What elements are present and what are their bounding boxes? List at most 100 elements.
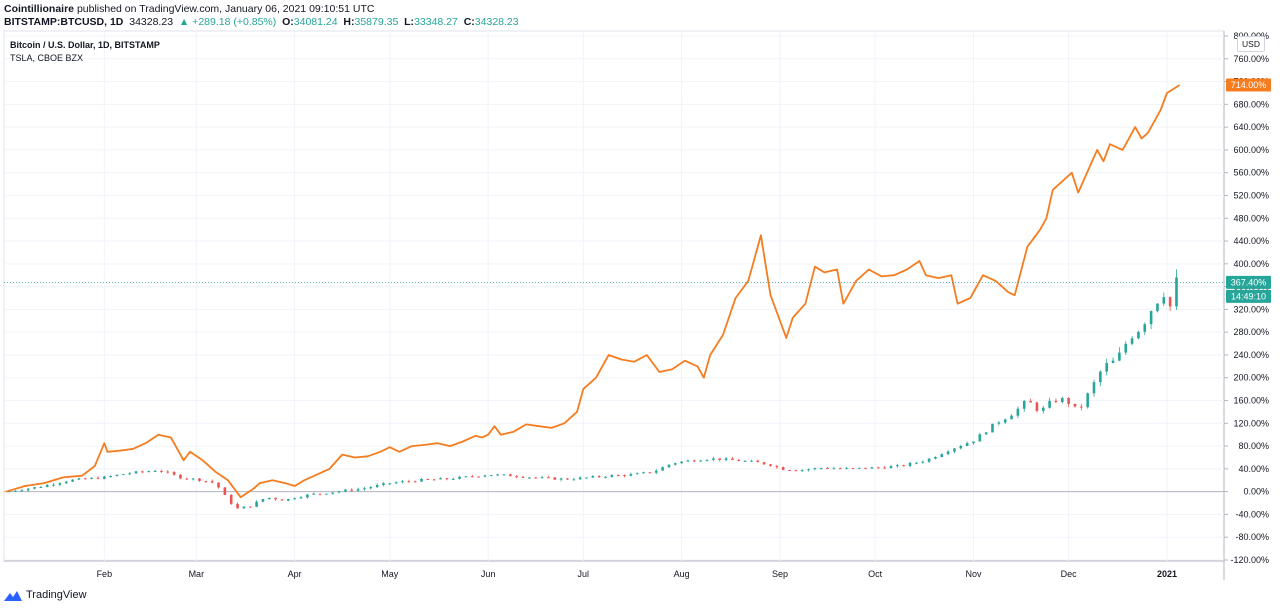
x-tick-label: Mar [189, 569, 205, 579]
candle-body [1067, 398, 1070, 404]
candle-body [864, 467, 867, 469]
candle-body [128, 473, 132, 475]
candle-body [515, 476, 518, 478]
candle-body [306, 494, 309, 498]
candle-body [877, 467, 880, 469]
candle-body [686, 460, 690, 462]
candle-body [984, 432, 988, 435]
price-marker [1226, 78, 1271, 92]
ohlc-bar: BITSTAMP:BTCUSD, 1D 34328.23 ▲ +289.18 (… [4, 16, 519, 28]
candle-body [96, 477, 100, 479]
candle-body [255, 501, 258, 507]
candle-body [1162, 297, 1166, 304]
price-marker-label: 14:49:10 [1231, 291, 1266, 301]
candle-body [857, 467, 861, 469]
candle-body [940, 454, 944, 457]
x-tick-label: May [381, 569, 399, 579]
symbol-label: BITSTAMP:BTCUSD, 1D [4, 16, 124, 28]
candle-body [363, 488, 366, 490]
candle-body [166, 471, 170, 473]
candle-body [674, 463, 677, 465]
candle-body [819, 468, 823, 470]
candle-body [680, 461, 683, 464]
candle-body [800, 469, 804, 471]
candle-body [451, 478, 455, 480]
candle-body [229, 495, 233, 504]
footer-brand[interactable]: TradingView [26, 589, 87, 601]
publisher-name[interactable]: Cointillionaire [4, 3, 75, 15]
candle-body [115, 474, 119, 477]
candle-body [287, 498, 290, 501]
candle-body [71, 479, 74, 482]
candle-body [915, 462, 918, 464]
candle-body [318, 493, 322, 495]
open-label: O: [282, 16, 294, 28]
legend-tsla[interactable]: TSLA, CBOE BZX [10, 53, 84, 63]
candle-body [889, 466, 893, 469]
currency-badge[interactable]: USD [1237, 36, 1265, 52]
candle-body [832, 468, 836, 470]
candle-body [382, 483, 385, 485]
y-tick-label: 160.00% [1233, 396, 1269, 406]
candle-body [578, 477, 582, 480]
candle-body [851, 468, 855, 470]
price-value: 34328.23 [129, 16, 174, 28]
candle-body [1137, 331, 1140, 339]
candle-body [147, 471, 151, 473]
candle-body [604, 476, 607, 478]
low-value: 33348.27 [414, 16, 458, 28]
legend-btc[interactable]: Bitcoin / U.S. Dollar, 1D, BITSTAMP [10, 40, 160, 50]
candle-body [496, 474, 499, 476]
candle-body [464, 476, 468, 478]
candle-body [1060, 398, 1064, 403]
candle-body [356, 489, 360, 491]
candle-body [997, 422, 1001, 424]
candle-body [972, 441, 975, 444]
candle-body [661, 467, 664, 471]
candle-body [198, 478, 201, 481]
candle-body [45, 484, 49, 488]
candle-body [210, 481, 214, 483]
candle-body [1149, 311, 1153, 325]
candle-body [965, 443, 969, 446]
candle-body [1118, 352, 1121, 361]
tsla-line [5, 84, 1181, 499]
candle-body [572, 479, 576, 481]
candle-body [946, 451, 950, 455]
candle-body [826, 468, 829, 470]
candle-body [788, 469, 791, 471]
candle-body [927, 458, 931, 462]
price-change: ▲ +289.18 (+0.85%) [178, 16, 277, 28]
candle-body [781, 467, 785, 470]
footer-branding: TradingView [4, 589, 87, 601]
candle-body [160, 470, 163, 472]
candle-body [20, 490, 24, 492]
candle-body [762, 462, 766, 465]
candle-body [616, 475, 620, 477]
x-tick-label: Oct [868, 569, 883, 579]
y-tick-label: 200.00% [1233, 373, 1269, 383]
candle-body [896, 465, 899, 467]
candle-body [470, 476, 474, 478]
candle-body [337, 491, 341, 493]
candle-body [654, 470, 658, 473]
y-tick-label: -120.00% [1230, 555, 1269, 565]
candle-body [534, 477, 538, 479]
candle-body [33, 487, 36, 489]
candle-body [540, 477, 544, 479]
close-value: 34328.23 [474, 16, 519, 28]
candle-body [1175, 277, 1178, 307]
candle-body [807, 469, 810, 471]
candle-body [1022, 400, 1026, 409]
candle-body [344, 489, 347, 492]
close-label: C: [463, 16, 475, 28]
candle-body [52, 484, 55, 486]
candle-body [1048, 400, 1051, 408]
candle-body [350, 489, 354, 491]
candle-body [921, 461, 925, 463]
candle-body [585, 477, 588, 479]
candle-body [1105, 363, 1108, 372]
candle-body [369, 487, 373, 489]
candle-body [242, 506, 246, 509]
